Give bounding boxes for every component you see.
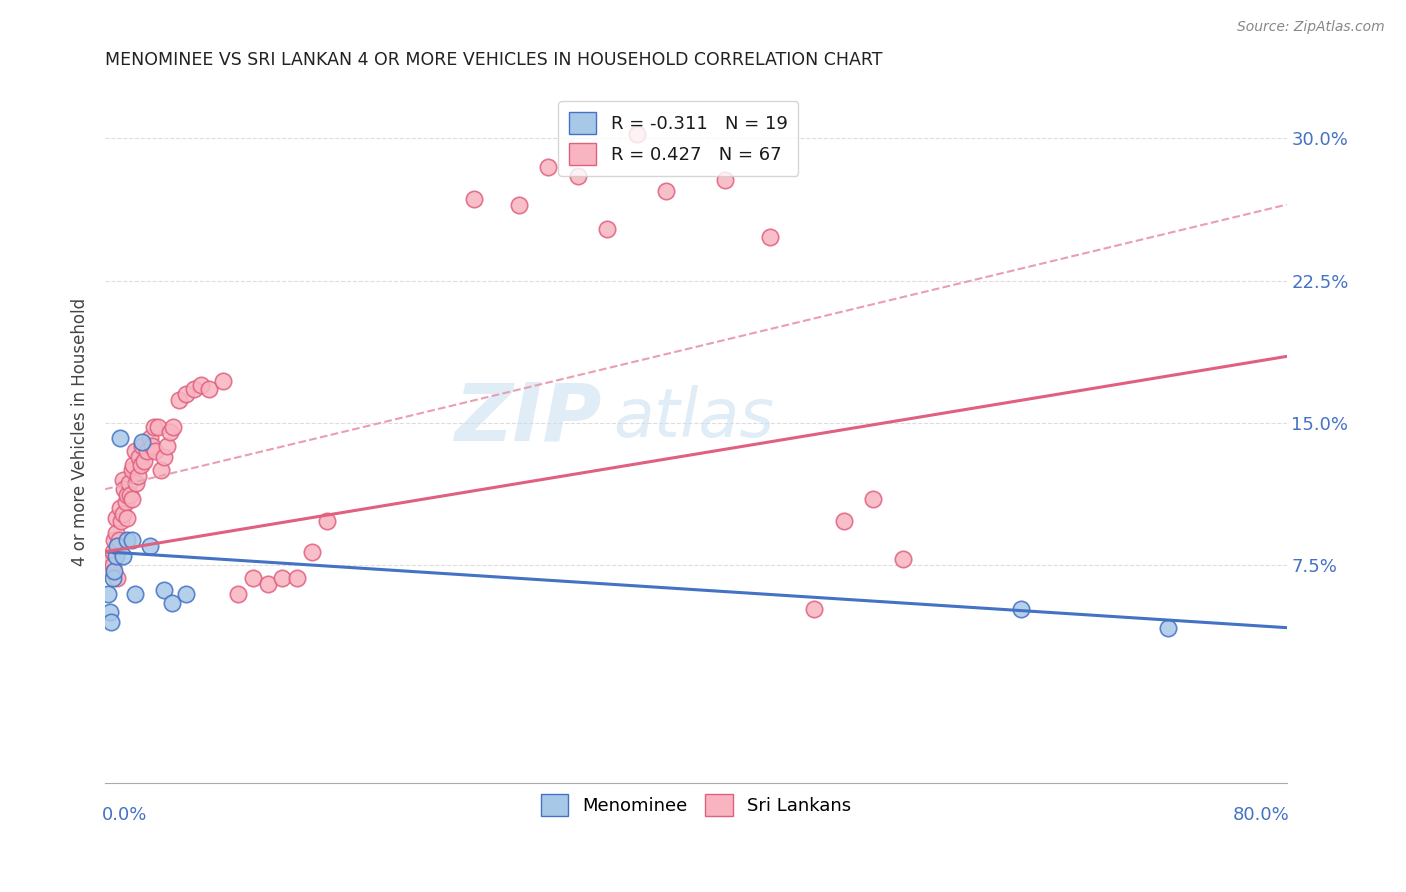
Point <box>101 571 124 585</box>
Point <box>128 450 150 464</box>
Point <box>107 533 129 548</box>
Point <box>150 463 173 477</box>
Point <box>758 230 780 244</box>
Point <box>125 476 148 491</box>
Point <box>110 515 132 529</box>
Point <box>127 469 149 483</box>
Point <box>135 444 157 458</box>
Point <box>301 545 323 559</box>
Point <box>271 571 294 585</box>
Point <box>124 586 146 600</box>
Point <box>167 392 190 407</box>
Text: atlas: atlas <box>613 385 775 451</box>
Point <box>160 596 183 610</box>
Point <box>121 491 143 506</box>
Point <box>212 374 235 388</box>
Point <box>97 552 120 566</box>
Point <box>103 564 125 578</box>
Point <box>159 425 181 440</box>
Y-axis label: 4 or more Vehicles in Household: 4 or more Vehicles in Household <box>72 298 89 566</box>
Point <box>108 501 131 516</box>
Point <box>463 192 485 206</box>
Text: MENOMINEE VS SRI LANKAN 4 OR MORE VEHICLES IN HOUSEHOLD CORRELATION CHART: MENOMINEE VS SRI LANKAN 4 OR MORE VEHICL… <box>105 51 883 69</box>
Point <box>112 482 135 496</box>
Point <box>101 545 124 559</box>
Text: Source: ZipAtlas.com: Source: ZipAtlas.com <box>1237 20 1385 34</box>
Text: ZIP: ZIP <box>454 379 602 458</box>
Point <box>567 169 589 184</box>
Point <box>142 419 165 434</box>
Point <box>153 450 176 464</box>
Point <box>153 582 176 597</box>
Point <box>508 197 530 211</box>
Point <box>98 564 121 578</box>
Point <box>111 507 134 521</box>
Point <box>111 549 134 563</box>
Point <box>117 510 139 524</box>
Point <box>131 438 153 452</box>
Point <box>183 382 205 396</box>
Point <box>891 552 914 566</box>
Point <box>190 377 212 392</box>
Point <box>714 173 737 187</box>
Point <box>129 458 152 472</box>
Point <box>118 476 141 491</box>
Point <box>122 458 145 472</box>
Point <box>242 571 264 585</box>
Point <box>596 222 619 236</box>
Point <box>1157 621 1180 635</box>
Point <box>103 533 125 548</box>
Point <box>197 382 219 396</box>
Point <box>108 431 131 445</box>
Point <box>256 577 278 591</box>
Point <box>115 495 138 509</box>
Text: 80.0%: 80.0% <box>1233 806 1289 824</box>
Point <box>162 419 184 434</box>
Point <box>117 533 139 548</box>
Point <box>138 431 160 445</box>
Point <box>226 586 249 600</box>
Point <box>176 586 198 600</box>
Point <box>141 438 163 452</box>
Point <box>537 160 560 174</box>
Point <box>104 525 127 540</box>
Point <box>100 552 122 566</box>
Point <box>148 419 170 434</box>
Point <box>124 444 146 458</box>
Point <box>111 473 134 487</box>
Point <box>131 434 153 449</box>
Point <box>156 438 179 452</box>
Point <box>832 515 855 529</box>
Point <box>104 549 127 563</box>
Text: 0.0%: 0.0% <box>103 806 148 824</box>
Point <box>138 539 160 553</box>
Point <box>100 615 122 629</box>
Point <box>145 444 167 458</box>
Point <box>315 515 337 529</box>
Point <box>803 601 825 615</box>
Point <box>176 387 198 401</box>
Point <box>104 510 127 524</box>
Point <box>121 463 143 477</box>
Point <box>862 491 884 506</box>
Legend: Menominee, Sri Lankans: Menominee, Sri Lankans <box>533 787 859 823</box>
Point <box>105 571 128 585</box>
Point <box>97 586 120 600</box>
Point <box>626 128 648 142</box>
Point <box>120 488 142 502</box>
Point <box>132 454 155 468</box>
Point <box>98 606 121 620</box>
Point <box>105 539 128 553</box>
Point <box>285 571 308 585</box>
Point <box>121 533 143 548</box>
Point <box>655 185 678 199</box>
Point <box>101 558 124 572</box>
Point <box>117 488 139 502</box>
Point <box>1010 601 1032 615</box>
